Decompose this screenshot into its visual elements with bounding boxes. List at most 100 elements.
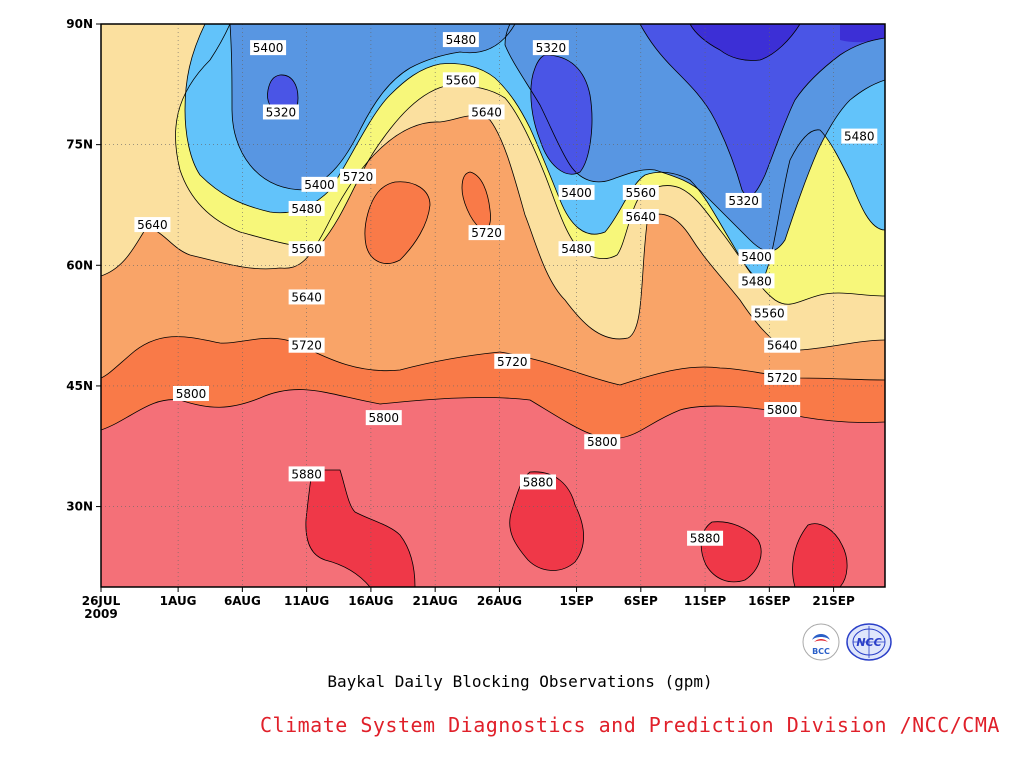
contour-label-text: 5480 [844,130,875,144]
contour-label-box [288,200,325,216]
plot-frame [100,23,886,588]
x-tick-label: 6AUG [224,594,261,608]
credit-footer: Climate System Diagnostics and Predictio… [260,713,1000,737]
contour-label-text: 5560 [754,307,785,321]
contour-label-box [687,530,724,546]
x-axis: 26JUL 1AUG 6AUG 11AUG 16AUG 21AUG 26AUG 1SEP 6SE… [82,587,855,621]
contour-label: 5400 [250,40,287,56]
contour-label-box [250,40,287,56]
contour-label: 5640 [468,104,505,120]
band-5320-a [640,24,885,197]
contour-label-text: 5400 [741,250,772,264]
ncc-logo: NCC [846,623,892,661]
svg-text:NCC: NCC [856,636,881,649]
contour-label-text: 5640 [626,210,657,224]
contour-label-text: 5400 [561,186,592,200]
contour-label-text: 5640 [137,218,168,232]
contour-label: 5320 [725,192,762,208]
contour-label-box [172,385,209,401]
band-5720-blob-b [462,172,491,230]
contour-label-text: 5880 [523,475,554,489]
contour-label-text: 5320 [728,194,759,208]
x-tick-label: 16SEP [748,594,791,608]
contour-label-text: 5720 [497,355,528,369]
contour-label: 5560 [622,184,659,200]
contour-label-text: 5400 [304,178,335,192]
y-tick-label: 90N [66,17,93,31]
x-start-year: 2009 [84,607,117,621]
contour-label: 5320 [262,104,299,120]
contour-label-box [365,410,402,426]
contour-label-text: 5640 [291,290,322,304]
x-tick-label: 11SEP [684,594,727,608]
contour-label-text: 5800 [587,435,618,449]
contour-label: 5560 [442,72,479,88]
contour-label-text: 5720 [767,371,798,385]
contour-label-text: 5480 [741,274,772,288]
y-tick-label: 75N [66,138,93,152]
contour-label: 5800 [764,402,801,418]
x-tick-label: 26JUL [82,594,121,608]
contour-label-text: 5480 [446,33,477,47]
x-tick-label: 11AUG [284,594,329,608]
chart-title: Baykal Daily Blocking Observations (gpm) [327,672,713,691]
contour-label: 5800 [172,385,209,401]
contour-label: 5400 [301,176,338,192]
contour-label-box [288,289,325,305]
contour-label-box [622,184,659,200]
contour-label: 5640 [622,209,659,225]
contour-label-text: 5880 [690,532,721,546]
contour-label-box [301,176,338,192]
contour-label: 5400 [738,249,775,265]
contour-label-text: 5800 [368,411,399,425]
svg-text:BCC: BCC [812,647,830,656]
contour-label-text: 5560 [291,242,322,256]
contour-label: 5480 [442,32,479,48]
contour-label-box [519,474,556,490]
x-tick-label: 1SEP [560,594,594,608]
contour-label-text: 5640 [767,339,798,353]
contour-label-box [532,40,569,56]
contour-label-box [468,225,505,241]
contour-label: 5720 [764,369,801,385]
x-tick-label: 26AUG [477,594,522,608]
contour-label-box [288,466,325,482]
contour-label-box [751,305,788,321]
contour-label-text: 5480 [291,202,322,216]
contour-label: 5480 [288,200,325,216]
band-5720-blob-a [364,181,430,264]
x-tick-label: 21SEP [812,594,855,608]
band-gt5960-d [792,523,848,587]
contour-label: 5480 [738,273,775,289]
contour-label-box [442,72,479,88]
contour-label: 5800 [365,410,402,426]
contour-label: 5320 [532,40,569,56]
contour-label: 5720 [494,353,531,369]
contour-label: 5640 [288,289,325,305]
contour-label-text: 5560 [626,186,657,200]
contour-label: 5640 [134,217,171,233]
contour-label-box [738,273,775,289]
contour-label-text: 5320 [266,105,297,119]
contour-label-text: 5400 [253,41,284,55]
contour-label: 5720 [340,168,377,184]
contour-label: 5400 [558,184,595,200]
x-tick-label: 16AUG [348,594,393,608]
contour-label: 5880 [687,530,724,546]
contour-label: 5720 [468,225,505,241]
contour-label-box [288,241,325,257]
contour-label-box [764,337,801,353]
contour-label-box [442,32,479,48]
band-gt5960-b [509,471,584,571]
contour-label-box [134,217,171,233]
contour-label-text: 5720 [471,226,502,240]
contour-label-box [262,104,299,120]
contour-label-box [494,353,531,369]
contour-label-box [584,434,621,450]
band-lt5320 [690,24,800,61]
contour-label-text: 5800 [767,403,798,417]
contour-labels: 5400 5320 5400 5480 5560 5640 5640 5720 5720 5480… [134,32,878,546]
x-tick-label: 21AUG [413,594,458,608]
y-tick-label: 30N [66,500,93,514]
contour-label-text: 5800 [176,387,207,401]
